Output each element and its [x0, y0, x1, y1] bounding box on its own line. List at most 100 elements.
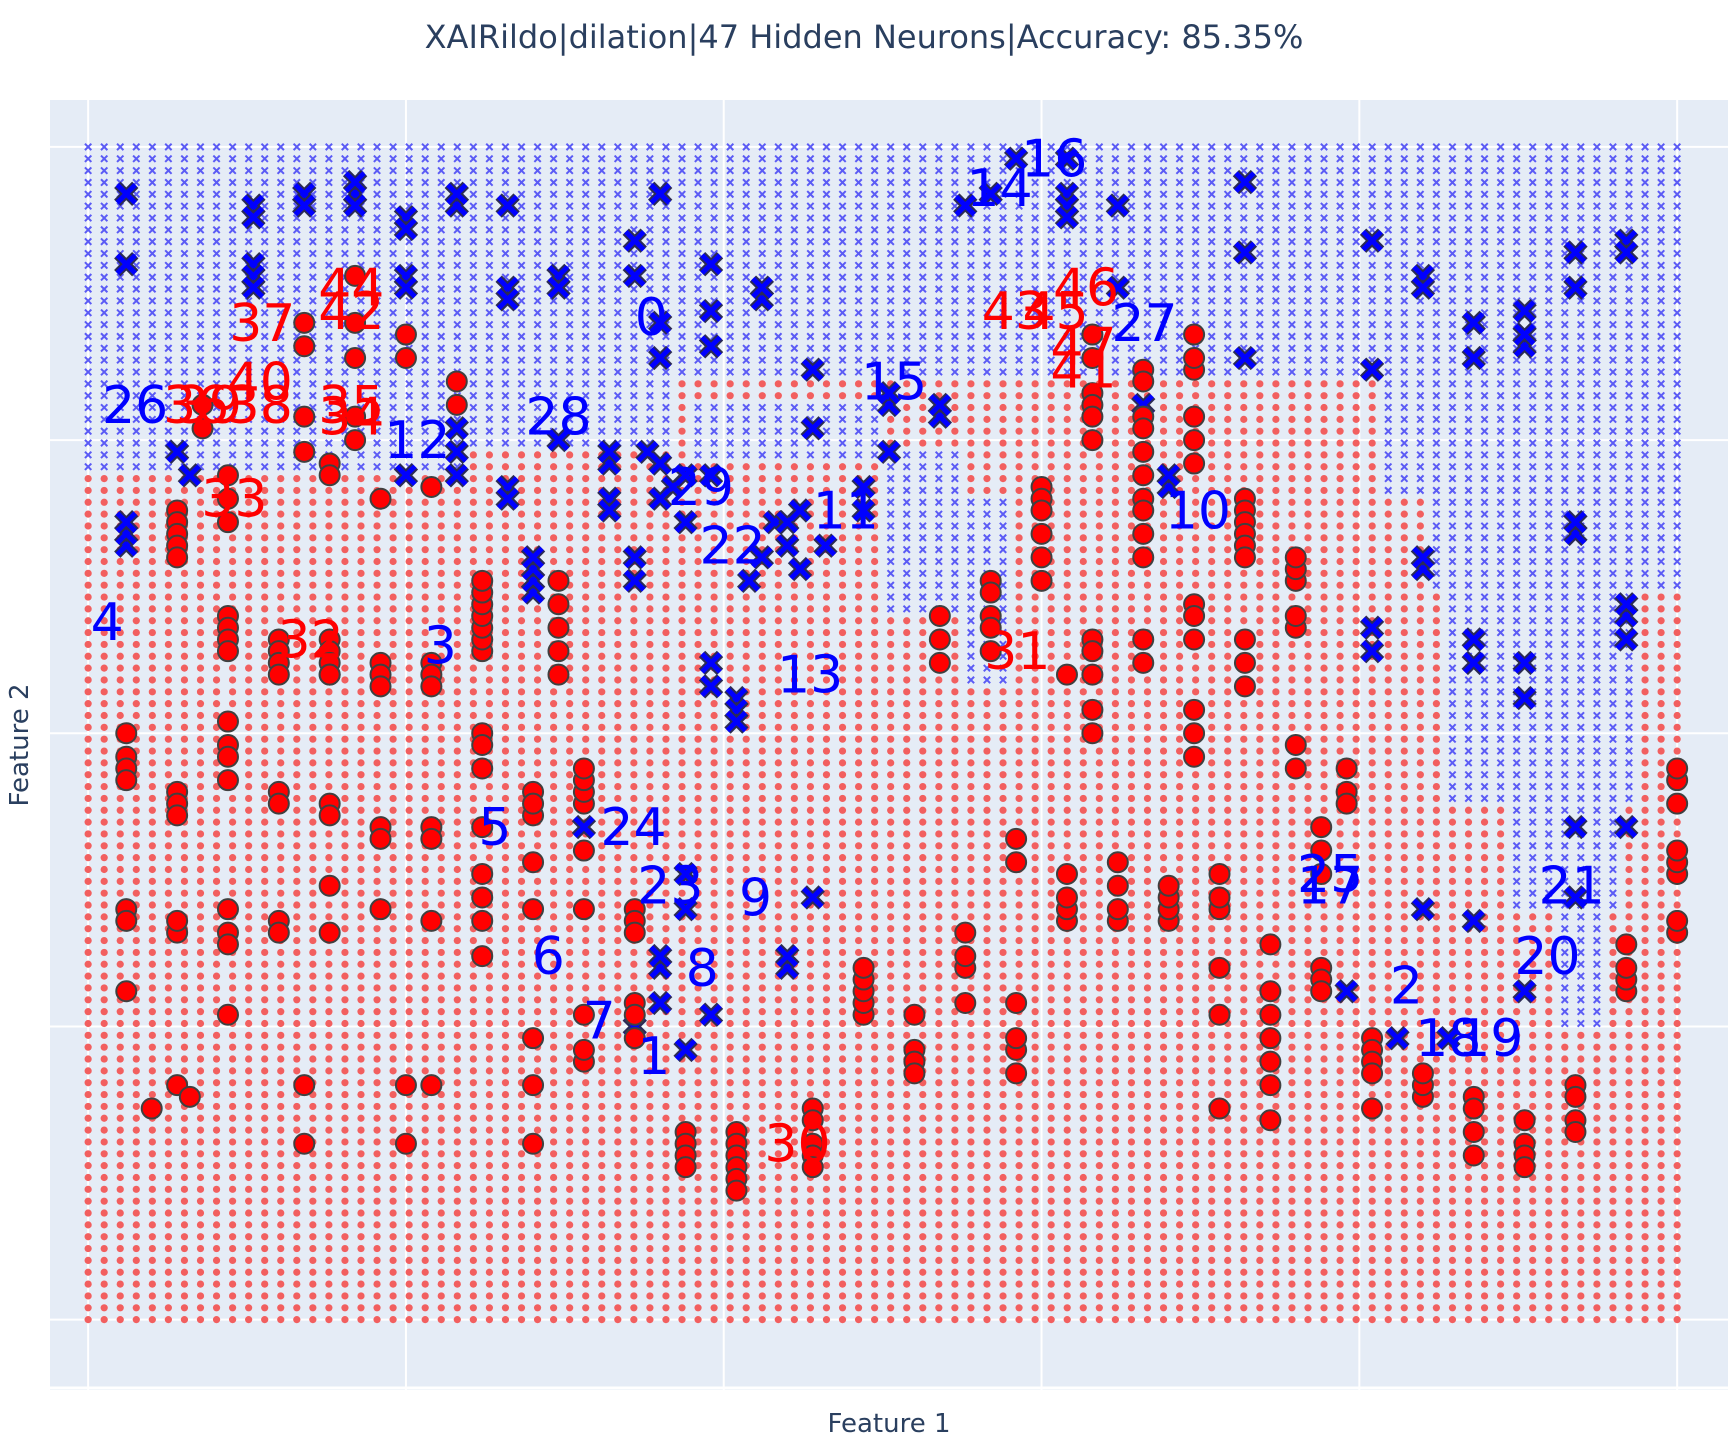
- grid-dot: [903, 1102, 911, 1111]
- grid-dot: [614, 925, 622, 933]
- grid-x-mark: [1560, 853, 1569, 862]
- grid-dot: [742, 948, 750, 957]
- grid-dot: [1529, 1221, 1537, 1229]
- grid-dot: [1095, 1008, 1103, 1016]
- grid-dot: [887, 1292, 895, 1300]
- grid-dot: [1657, 842, 1665, 850]
- grid-dot: [1609, 1067, 1617, 1075]
- grid-dot: [662, 1031, 670, 1039]
- grid-dot: [710, 747, 718, 755]
- grid-dot: [1673, 1055, 1681, 1063]
- grid-dot: [277, 1197, 285, 1205]
- grid-dot: [1400, 771, 1408, 779]
- grid-dot: [662, 936, 670, 945]
- grid-dot: [694, 948, 702, 957]
- grid-dot: [1079, 1150, 1087, 1158]
- grid-dot: [646, 830, 654, 838]
- grid-dot: [196, 735, 205, 743]
- grid-dot: [887, 1138, 895, 1146]
- grid-dot: [774, 901, 782, 909]
- grid-dot: [325, 1102, 333, 1111]
- grid-dot: [871, 1055, 879, 1063]
- grid-x-mark: [1592, 889, 1601, 898]
- grid-dot: [453, 818, 461, 826]
- grid-dot: [1368, 806, 1376, 814]
- grid-dot: [1545, 936, 1553, 945]
- grid-dot: [341, 865, 349, 874]
- grid-dot: [517, 913, 526, 921]
- grid-dot: [1047, 1126, 1055, 1134]
- grid-dot: [261, 806, 269, 814]
- grid-dot: [164, 984, 172, 992]
- grid-dot: [453, 925, 461, 933]
- grid-dot: [1304, 1102, 1312, 1111]
- grid-dot: [1079, 996, 1087, 1004]
- grid-dot: [790, 1055, 798, 1063]
- grid-dot: [1432, 830, 1440, 838]
- grid-dot: [951, 901, 959, 909]
- grid-dot: [887, 854, 895, 862]
- grid-dot: [100, 877, 108, 885]
- grid-dot: [1240, 1162, 1248, 1170]
- grid-dot: [1031, 1280, 1039, 1288]
- grid-dot: [1384, 865, 1392, 874]
- grid-dot: [1416, 1197, 1424, 1205]
- grid-dot: [1416, 1304, 1424, 1312]
- grid-dot: [1159, 1079, 1168, 1087]
- grid-dot: [758, 1079, 766, 1087]
- grid-dot: [116, 1304, 124, 1312]
- grid-dot: [678, 1019, 686, 1028]
- grid-dot: [662, 1304, 670, 1312]
- grid-dot: [887, 1197, 895, 1205]
- grid-dot: [1593, 1102, 1601, 1111]
- grid-dot: [742, 877, 750, 885]
- grid-dot: [1143, 842, 1152, 850]
- grid-dot: [148, 960, 156, 968]
- grid-dot: [774, 735, 782, 743]
- grid-dot: [453, 1256, 461, 1265]
- grid-dot: [1448, 1055, 1457, 1063]
- grid-dot: [1625, 1173, 1633, 1182]
- grid-dot: [1641, 1114, 1649, 1122]
- grid-dot: [1047, 1043, 1055, 1051]
- grid-dot: [854, 1280, 863, 1288]
- grid-dot: [871, 759, 879, 767]
- grid-dot: [132, 1031, 140, 1039]
- grid-dot: [1047, 972, 1055, 980]
- grid-dot: [196, 877, 205, 885]
- grid-dot: [1561, 1162, 1569, 1170]
- grid-dot: [1047, 1019, 1055, 1028]
- grid-dot: [501, 1304, 510, 1312]
- grid-dot: [1368, 972, 1376, 980]
- grid-dot: [854, 1316, 863, 1324]
- grid-dot: [1545, 984, 1553, 992]
- grid-dot: [1545, 1244, 1553, 1253]
- grid-dot: [967, 1256, 975, 1265]
- grid-dot: [710, 1304, 718, 1312]
- grid-dot: [1432, 865, 1440, 874]
- grid-dot: [967, 865, 975, 874]
- grid-dot: [1657, 1019, 1665, 1028]
- grid-dot: [1015, 913, 1023, 921]
- grid-dot: [212, 1268, 221, 1276]
- grid-dot: [116, 818, 124, 826]
- grid-dot: [1496, 854, 1505, 862]
- grid-dot: [1416, 972, 1424, 980]
- grid-dot: [293, 1304, 301, 1312]
- grid-dot: [646, 1268, 654, 1276]
- grid-dot: [1400, 1150, 1408, 1158]
- grid-dot: [566, 936, 574, 945]
- grid-dot: [1657, 984, 1665, 992]
- grid-dot: [1272, 1102, 1280, 1111]
- grid-dot: [84, 1162, 92, 1170]
- grid-dot: [598, 960, 606, 968]
- grid-dot: [373, 1221, 381, 1229]
- grid-dot: [903, 1031, 911, 1039]
- grid-dot: [1641, 877, 1649, 885]
- grid-dot: [228, 1138, 237, 1146]
- grid-dot: [453, 782, 461, 791]
- grid-dot: [1336, 865, 1344, 874]
- grid-dot: [1416, 747, 1424, 755]
- grid-dot: [180, 830, 189, 838]
- grid-dot: [790, 1233, 798, 1241]
